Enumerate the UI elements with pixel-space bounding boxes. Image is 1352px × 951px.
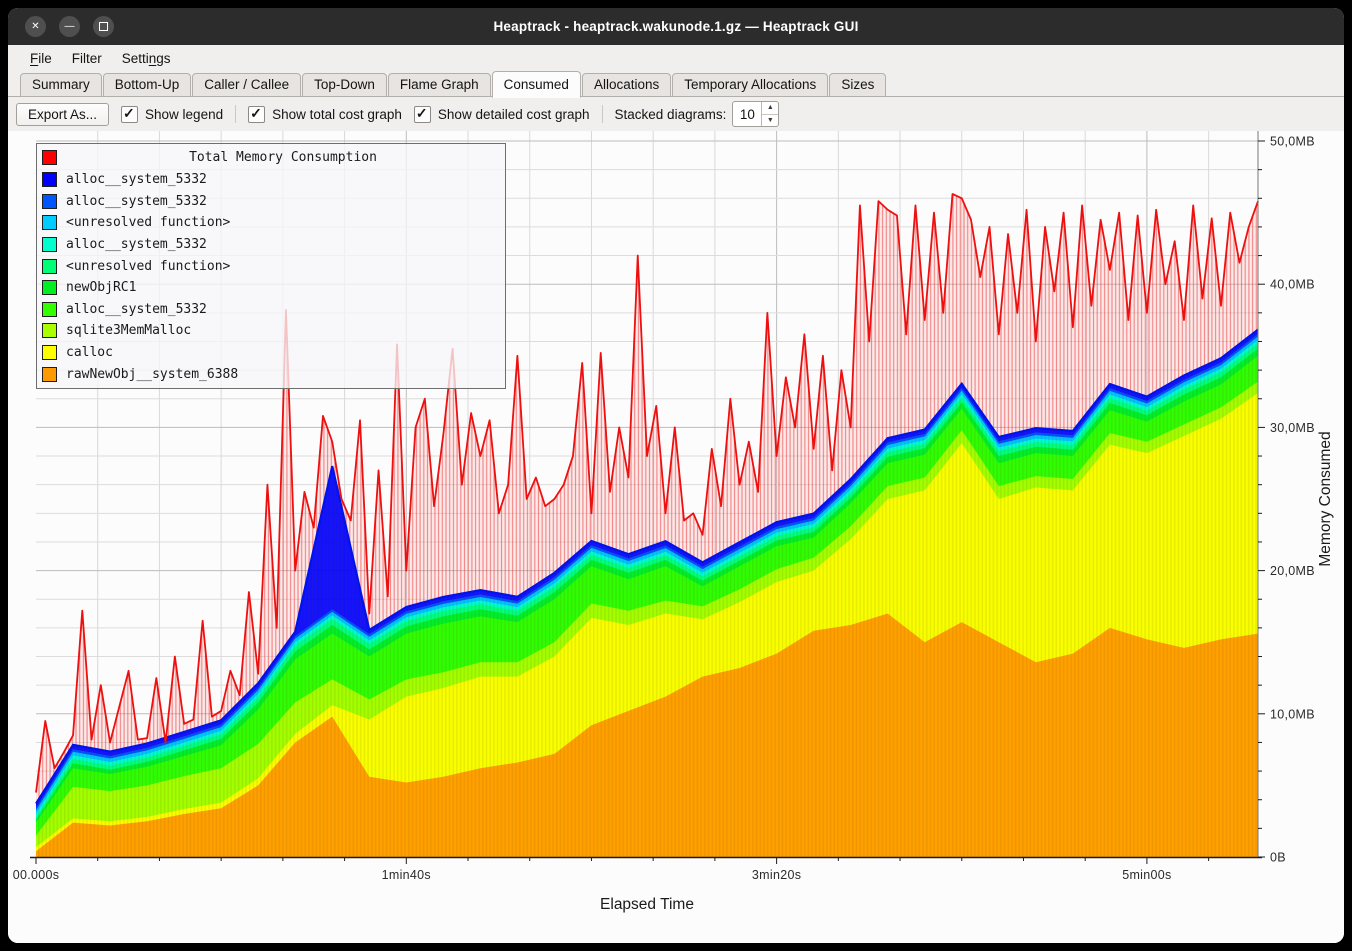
legend-label: alloc__system_5332 xyxy=(66,302,207,317)
x-tick-label: 3min20s xyxy=(752,868,801,882)
stepper-up-icon[interactable]: ▲ xyxy=(762,102,778,115)
show-detailed-cost-checkbox[interactable]: Show detailed cost graph xyxy=(414,106,590,123)
checkbox-box[interactable] xyxy=(121,106,138,123)
y-tick-label: 10,0MB xyxy=(1270,707,1315,721)
minimize-icon[interactable]: — xyxy=(59,16,80,37)
y-axis-title: Memory Consumed xyxy=(1317,431,1334,566)
stepper-value[interactable]: 10 xyxy=(733,102,761,126)
y-tick-label: 30,0MB xyxy=(1270,421,1315,435)
legend-label: <unresolved function> xyxy=(66,215,230,230)
x-axis-title: Elapsed Time xyxy=(600,896,694,913)
checkbox-box[interactable] xyxy=(414,106,431,123)
x-tick-label: 00.000s xyxy=(13,868,60,882)
legend-swatch xyxy=(42,323,57,338)
legend-swatch xyxy=(42,367,57,382)
y-tick-label: 50,0MB xyxy=(1270,135,1315,149)
close-icon[interactable]: ✕ xyxy=(25,16,46,37)
checkbox-label: Show detailed cost graph xyxy=(438,107,590,122)
stacked-diagrams-stepper[interactable]: 10 ▲ ▼ xyxy=(732,101,779,127)
y-tick-label: 20,0MB xyxy=(1270,564,1315,578)
stepper-down-icon[interactable]: ▼ xyxy=(762,115,778,127)
legend-item: alloc__system_5332 xyxy=(37,190,505,212)
tab-summary[interactable]: Summary xyxy=(20,73,102,97)
app-window: ✕ — Heaptrack - heaptrack.wakunode.1.gz … xyxy=(8,8,1344,943)
tab-caller-callee[interactable]: Caller / Callee xyxy=(192,73,301,97)
tab-sizes[interactable]: Sizes xyxy=(829,73,886,97)
legend-item: alloc__system_5332 xyxy=(37,234,505,256)
legend-label: alloc__system_5332 xyxy=(66,237,207,252)
legend-item: newObjRC1 xyxy=(37,277,505,299)
tab-flame-graph[interactable]: Flame Graph xyxy=(388,73,491,97)
legend-label: calloc xyxy=(66,345,113,360)
menu-settings[interactable]: Settings xyxy=(112,48,181,69)
stepper-arrows: ▲ ▼ xyxy=(761,102,778,126)
legend-swatch xyxy=(42,172,57,187)
legend-label: <unresolved function> xyxy=(66,259,230,274)
legend-label: sqlite3MemMalloc xyxy=(66,323,191,338)
legend-swatch xyxy=(42,259,57,274)
x-tick-label: 1min40s xyxy=(382,868,431,882)
legend-swatch xyxy=(42,302,57,317)
menu-file[interactable]: File xyxy=(20,48,62,69)
legend-label: newObjRC1 xyxy=(66,280,136,295)
tab-consumed[interactable]: Consumed xyxy=(492,71,581,98)
menu-filter[interactable]: Filter xyxy=(62,48,112,69)
legend-swatch xyxy=(42,194,57,209)
legend-item: calloc xyxy=(37,342,505,364)
legend-swatch xyxy=(42,150,57,165)
checkbox-label: Show total cost graph xyxy=(272,107,402,122)
toolbar: Export As... Show legend Show total cost… xyxy=(8,97,1344,131)
tabbar: SummaryBottom-UpCaller / CalleeTop-DownF… xyxy=(8,71,1344,97)
menubar: FileFilterSettings xyxy=(8,45,1344,71)
titlebar: ✕ — Heaptrack - heaptrack.wakunode.1.gz … xyxy=(8,8,1344,45)
legend-item: rawNewObj__system_6388 xyxy=(37,363,505,385)
legend-label: rawNewObj__system_6388 xyxy=(66,367,238,382)
tab-bottom-up[interactable]: Bottom-Up xyxy=(103,73,192,97)
maximize-icon[interactable] xyxy=(93,16,114,37)
chart-legend: Total Memory Consumption alloc__system_53… xyxy=(36,143,506,389)
legend-swatch xyxy=(42,215,57,230)
y-tick-label: 0B xyxy=(1270,851,1286,865)
legend-label: alloc__system_5332 xyxy=(66,172,207,187)
toolbar-separator xyxy=(235,105,236,123)
legend-title-row: Total Memory Consumption xyxy=(37,147,505,169)
legend-item: <unresolved function> xyxy=(37,255,505,277)
window-title: Heaptrack - heaptrack.wakunode.1.gz — He… xyxy=(493,19,858,34)
legend-label: Total Memory Consumption xyxy=(66,150,500,165)
show-total-cost-checkbox[interactable]: Show total cost graph xyxy=(248,106,402,123)
maximize-glyph xyxy=(99,22,108,31)
legend-swatch xyxy=(42,345,57,360)
tab-top-down[interactable]: Top-Down xyxy=(302,73,387,97)
legend-swatch xyxy=(42,280,57,295)
x-tick-label: 5min00s xyxy=(1122,868,1171,882)
legend-item: alloc__system_5332 xyxy=(37,169,505,191)
legend-item: alloc__system_5332 xyxy=(37,298,505,320)
legend-item: <unresolved function> xyxy=(37,212,505,234)
tab-allocations[interactable]: Allocations xyxy=(582,73,671,97)
legend-swatch xyxy=(42,237,57,252)
legend-item: sqlite3MemMalloc xyxy=(37,320,505,342)
checkbox-label: Show legend xyxy=(145,107,223,122)
stacked-diagrams-label: Stacked diagrams: xyxy=(615,107,727,122)
y-tick-label: 40,0MB xyxy=(1270,278,1315,292)
memory-consumption-chart[interactable]: 00.000s 1min40s 3min20s 5min00s 0B 10,0MB 20,0… xyxy=(8,131,1344,943)
checkbox-box[interactable] xyxy=(248,106,265,123)
toolbar-separator xyxy=(602,105,603,123)
tab-temporary-allocations[interactable]: Temporary Allocations xyxy=(672,73,828,97)
legend-label: alloc__system_5332 xyxy=(66,194,207,209)
show-legend-checkbox[interactable]: Show legend xyxy=(121,106,223,123)
export-as-button[interactable]: Export As... xyxy=(16,103,109,126)
